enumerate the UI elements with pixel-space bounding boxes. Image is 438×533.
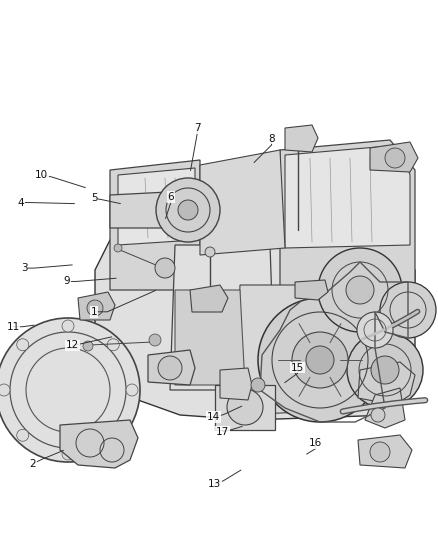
Circle shape — [17, 339, 29, 351]
Circle shape — [318, 248, 402, 332]
Circle shape — [380, 282, 436, 338]
Circle shape — [251, 378, 265, 392]
Circle shape — [371, 356, 399, 384]
Circle shape — [290, 134, 306, 150]
Polygon shape — [200, 150, 285, 255]
Circle shape — [347, 332, 423, 408]
Polygon shape — [358, 435, 412, 468]
Polygon shape — [148, 350, 195, 385]
Circle shape — [205, 247, 215, 257]
Text: 10: 10 — [35, 170, 48, 180]
Text: 6: 6 — [167, 192, 174, 202]
Circle shape — [62, 448, 74, 460]
Polygon shape — [170, 245, 275, 390]
Circle shape — [370, 442, 390, 462]
Circle shape — [178, 200, 198, 220]
Circle shape — [292, 332, 348, 388]
Circle shape — [126, 384, 138, 396]
Polygon shape — [175, 290, 245, 385]
Polygon shape — [285, 125, 318, 152]
Polygon shape — [285, 145, 410, 248]
Text: 11: 11 — [7, 322, 20, 332]
Circle shape — [357, 312, 393, 348]
Circle shape — [107, 429, 119, 441]
Polygon shape — [78, 292, 115, 320]
Polygon shape — [235, 285, 350, 415]
Text: 9: 9 — [63, 277, 70, 286]
Circle shape — [258, 298, 382, 422]
Text: 3: 3 — [21, 263, 28, 273]
Polygon shape — [110, 160, 200, 290]
Polygon shape — [358, 362, 415, 405]
Circle shape — [17, 429, 29, 441]
Circle shape — [346, 276, 374, 304]
Circle shape — [385, 148, 405, 168]
Text: 1: 1 — [91, 307, 98, 317]
Text: 2: 2 — [29, 459, 36, 469]
Text: 4: 4 — [18, 198, 25, 207]
Circle shape — [306, 346, 334, 374]
Circle shape — [227, 389, 263, 425]
Circle shape — [0, 318, 140, 462]
Text: 17: 17 — [216, 427, 229, 437]
Text: 8: 8 — [268, 134, 275, 143]
Text: 7: 7 — [194, 123, 201, 133]
Text: 16: 16 — [309, 439, 322, 448]
Circle shape — [371, 408, 385, 422]
Circle shape — [158, 356, 182, 380]
Polygon shape — [110, 192, 168, 228]
Text: 12: 12 — [66, 341, 79, 350]
Polygon shape — [280, 140, 415, 290]
Circle shape — [149, 334, 161, 346]
Polygon shape — [95, 240, 415, 420]
Circle shape — [87, 300, 103, 316]
Text: 14: 14 — [207, 412, 220, 422]
Circle shape — [155, 258, 175, 278]
Polygon shape — [215, 385, 275, 430]
Text: 5: 5 — [91, 193, 98, 203]
Polygon shape — [295, 280, 328, 300]
Polygon shape — [60, 420, 138, 468]
Polygon shape — [365, 388, 405, 428]
Text: 15: 15 — [291, 363, 304, 373]
Circle shape — [156, 178, 220, 242]
Circle shape — [107, 339, 119, 351]
Polygon shape — [220, 368, 252, 400]
Circle shape — [0, 384, 10, 396]
Circle shape — [62, 320, 74, 332]
Circle shape — [83, 341, 93, 351]
Polygon shape — [190, 285, 228, 312]
Polygon shape — [370, 142, 418, 172]
Circle shape — [114, 244, 122, 252]
Polygon shape — [118, 168, 195, 245]
Text: 13: 13 — [208, 479, 221, 489]
